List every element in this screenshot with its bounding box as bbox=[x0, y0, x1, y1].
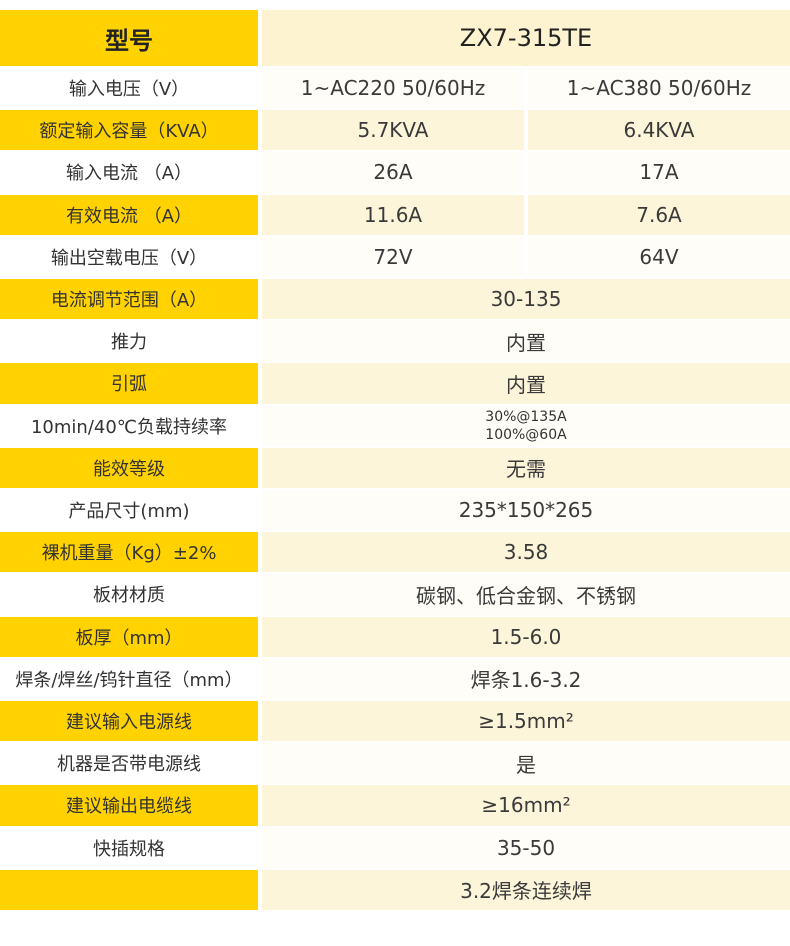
row-value: 17A bbox=[639, 160, 679, 185]
row-value-cell: 35-50 bbox=[262, 827, 790, 868]
row-label-cell: 焊条/焊丝/钨针直径（mm） bbox=[0, 658, 258, 699]
row-label: 额定输入容量（KVA） bbox=[39, 121, 219, 143]
row-value-cell: 7.6A bbox=[528, 194, 790, 235]
row-value-cell: 26A bbox=[262, 152, 524, 193]
row-value-cell: 内置 bbox=[262, 321, 790, 362]
row-value-cell: 6.4KVA bbox=[528, 110, 790, 151]
row-label: 快插规格 bbox=[93, 838, 165, 860]
row-value: 7.6A bbox=[636, 202, 682, 227]
row-value-cell: 30%@135A 100%@60A bbox=[262, 405, 790, 446]
row-value-cell: ≥16mm² bbox=[262, 785, 790, 826]
row-label: 输入电流 （A） bbox=[65, 163, 193, 185]
row-value: 是 bbox=[516, 752, 536, 777]
row-label-cell: 裸机重量（Kg）±2% bbox=[0, 532, 258, 573]
row-value-cell: 17A bbox=[528, 152, 790, 193]
row-value: 3.2焊条连续焊 bbox=[460, 879, 592, 904]
row-label-cell: 机器是否带电源线 bbox=[0, 743, 258, 784]
row-value: 内置 bbox=[506, 372, 546, 397]
header-label: 型号 bbox=[105, 26, 153, 55]
row-label-cell: 快插规格 bbox=[0, 827, 258, 868]
row-value: 1~AC380 50/60Hz bbox=[566, 76, 752, 101]
row-value: 30-135 bbox=[490, 287, 562, 312]
row-label: 裸机重量（Kg）±2% bbox=[41, 543, 217, 565]
row-value: 35-50 bbox=[496, 835, 556, 860]
row-label: 有效电流 （A） bbox=[65, 205, 193, 227]
row-label-cell: 建议输出电缆线 bbox=[0, 785, 258, 826]
row-value: 焊条1.6-3.2 bbox=[470, 668, 582, 693]
row-value-cell: 5.7KVA bbox=[262, 110, 524, 151]
row-value: 内置 bbox=[506, 330, 546, 355]
row-label: 推力 bbox=[111, 332, 147, 354]
row-value-cell: 3.58 bbox=[262, 532, 790, 573]
row-value: 无需 bbox=[506, 457, 546, 482]
row-label-cell: 10min/40℃负载持续率 bbox=[0, 405, 258, 446]
row-value-cell: 64V bbox=[528, 236, 790, 277]
row-label-cell: 引弧 bbox=[0, 363, 258, 404]
row-label: 输出空载电压（V） bbox=[50, 247, 208, 269]
row-label-cell bbox=[0, 869, 258, 910]
row-label-cell: 有效电流 （A） bbox=[0, 194, 258, 235]
row-value: 72V bbox=[373, 244, 413, 269]
row-value: 11.6A bbox=[363, 202, 423, 227]
row-value: 碳钢、低合金钢、不锈钢 bbox=[416, 583, 636, 608]
row-value: 6.4KVA bbox=[623, 118, 695, 143]
value-line: 30%@135A bbox=[485, 408, 567, 425]
header-model-cell: ZX7-315TE bbox=[262, 10, 790, 66]
row-value-cell: ≥1.5mm² bbox=[262, 701, 790, 742]
row-label-cell: 能效等级 bbox=[0, 447, 258, 488]
row-value-cell: 11.6A bbox=[262, 194, 524, 235]
row-value: ≥16mm² bbox=[481, 793, 571, 818]
row-value-cell: 无需 bbox=[262, 447, 790, 488]
row-value-cell: 1~AC380 50/60Hz bbox=[528, 68, 790, 109]
row-value: 26A bbox=[373, 160, 413, 185]
row-label-cell: 额定输入容量（KVA） bbox=[0, 110, 258, 151]
row-value-cell: 碳钢、低合金钢、不锈钢 bbox=[262, 574, 790, 615]
row-value: 64V bbox=[639, 244, 679, 269]
row-label: 电流调节范围（A） bbox=[50, 290, 208, 312]
row-value-cell: 焊条1.6-3.2 bbox=[262, 658, 790, 699]
row-value-cell: 3.2焊条连续焊 bbox=[262, 869, 790, 910]
row-value-cell: 235*150*265 bbox=[262, 490, 790, 531]
row-value: 5.7KVA bbox=[357, 118, 429, 143]
row-label: 10min/40℃负载持续率 bbox=[30, 416, 228, 438]
row-label-cell: 输出空载电压（V） bbox=[0, 236, 258, 277]
row-label-cell: 电流调节范围（A） bbox=[0, 279, 258, 320]
row-label: 产品尺寸(mm) bbox=[68, 501, 190, 523]
row-label: 建议输入电源线 bbox=[66, 712, 192, 734]
row-value-cell: 1.5-6.0 bbox=[262, 616, 790, 657]
header-model: ZX7-315TE bbox=[459, 24, 593, 52]
value-line: 100%@60A bbox=[485, 426, 567, 443]
row-label-cell: 输入电流 （A） bbox=[0, 152, 258, 193]
row-value: 3.58 bbox=[503, 540, 549, 565]
row-value-cell: 内置 bbox=[262, 363, 790, 404]
row-label-cell: 板厚（mm） bbox=[0, 616, 258, 657]
row-value: 1~AC220 50/60Hz bbox=[300, 76, 486, 101]
row-value-cell: 1~AC220 50/60Hz bbox=[262, 68, 524, 109]
row-label-cell: 输入电压（V） bbox=[0, 68, 258, 109]
row-value-cell: 是 bbox=[262, 743, 790, 784]
row-label-cell: 板材材质 bbox=[0, 574, 258, 615]
row-label: 建议输出电缆线 bbox=[66, 796, 192, 818]
row-value: ≥1.5mm² bbox=[478, 709, 574, 734]
row-label: 板材材质 bbox=[93, 585, 165, 607]
row-value: 235*150*265 bbox=[458, 498, 594, 523]
row-value-cell: 72V bbox=[262, 236, 524, 277]
row-label: 能效等级 bbox=[93, 458, 165, 480]
row-label-cell: 推力 bbox=[0, 321, 258, 362]
row-value-cell: 30-135 bbox=[262, 279, 790, 320]
header-label-cell: 型号 bbox=[0, 10, 258, 66]
row-label: 引弧 bbox=[111, 374, 147, 396]
row-label: 输入电压（V） bbox=[68, 79, 190, 101]
row-label: 焊条/焊丝/钨针直径（mm） bbox=[15, 669, 243, 691]
row-label-cell: 建议输入电源线 bbox=[0, 701, 258, 742]
row-label: 板厚（mm） bbox=[75, 627, 183, 649]
row-value: 1.5-6.0 bbox=[490, 624, 562, 649]
row-label: 机器是否带电源线 bbox=[57, 754, 201, 776]
row-label-cell: 产品尺寸(mm) bbox=[0, 490, 258, 531]
